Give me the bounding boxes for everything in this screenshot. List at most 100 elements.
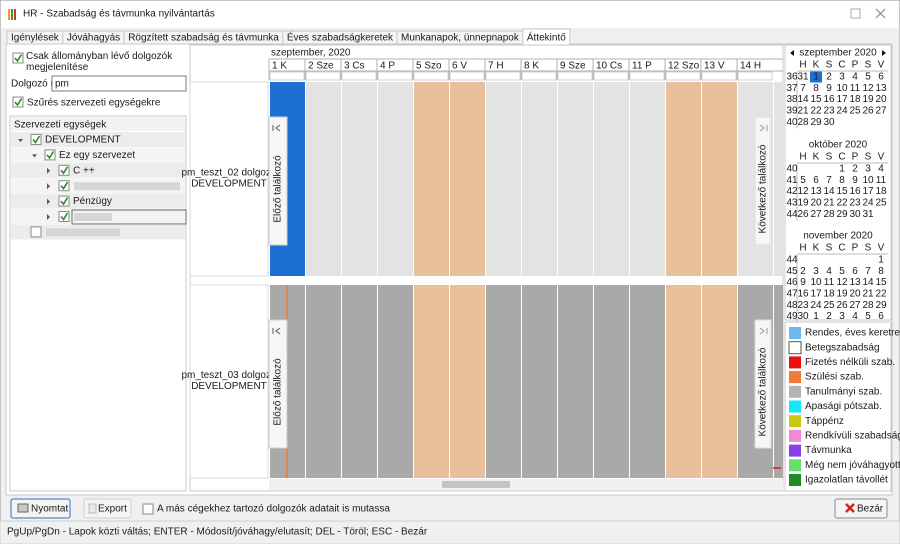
calendar-day[interactable]: 6 xyxy=(878,311,884,322)
checkbox[interactable] xyxy=(58,164,70,176)
calendar-day[interactable]: 14 xyxy=(862,277,874,288)
checkbox[interactable] xyxy=(12,96,24,108)
calendar-day[interactable]: 23 xyxy=(849,198,861,209)
close-window-button[interactable] xyxy=(875,8,886,19)
calendar-day[interactable]: 29 xyxy=(836,209,848,220)
calendar-day[interactable]: 5 xyxy=(800,175,806,186)
calendar-day[interactable]: 9 xyxy=(826,83,832,94)
calendar-day[interactable]: 15 xyxy=(836,186,848,197)
calendar-day[interactable]: 26 xyxy=(862,106,874,117)
calendar-day[interactable]: 10 xyxy=(836,83,848,94)
calendar-day[interactable]: 8 xyxy=(813,83,819,94)
calendar-day[interactable]: 20 xyxy=(849,289,861,300)
calendar-day[interactable]: 13 xyxy=(849,277,861,288)
calendar-day[interactable]: 18 xyxy=(875,186,887,197)
calendar-day[interactable]: 8 xyxy=(878,266,884,277)
calendar-day[interactable]: 24 xyxy=(836,106,848,117)
calendar-day[interactable]: 22 xyxy=(810,106,822,117)
calendar-day[interactable]: 6 xyxy=(878,72,884,83)
calendar-day[interactable]: 21 xyxy=(862,289,874,300)
name-input[interactable] xyxy=(51,75,187,92)
calendar-day[interactable]: 27 xyxy=(810,209,822,220)
close-button[interactable] xyxy=(834,498,888,519)
calendar-day[interactable]: 28 xyxy=(823,209,835,220)
prev-meeting-tab[interactable] xyxy=(268,319,288,449)
calendar-day[interactable]: 4 xyxy=(852,311,858,322)
calendar-day[interactable]: 25 xyxy=(875,198,887,209)
calendar-day[interactable]: 13 xyxy=(810,186,822,197)
calendar-day[interactable]: 4 xyxy=(826,266,832,277)
tree-expander[interactable] xyxy=(47,183,50,190)
tree-expander[interactable] xyxy=(32,154,37,158)
calendar-day[interactable]: 2 xyxy=(852,164,858,175)
h-scrollbar[interactable] xyxy=(269,479,783,490)
calendar-day[interactable]: 30 xyxy=(849,209,861,220)
calendar-day[interactable]: 13 xyxy=(875,83,887,94)
calendar-day[interactable]: 30 xyxy=(823,117,835,128)
next-meeting-tab[interactable] xyxy=(754,319,772,449)
calendar-day[interactable]: 1 xyxy=(813,311,819,322)
calendar-day[interactable]: 14 xyxy=(797,94,809,105)
calendar-day[interactable]: 24 xyxy=(810,300,822,311)
calendar-day[interactable]: 12 xyxy=(862,83,874,94)
checkbox[interactable] xyxy=(44,149,56,161)
calendar-day[interactable]: 24 xyxy=(862,198,874,209)
calendar-day[interactable]: 1 xyxy=(878,255,884,266)
next-month[interactable] xyxy=(882,50,886,56)
selected-day[interactable] xyxy=(810,71,822,83)
calendar-day[interactable]: 4 xyxy=(852,72,858,83)
calendar-day[interactable]: 29 xyxy=(810,117,822,128)
calendar-day[interactable]: 3 xyxy=(839,72,845,83)
calendar-day[interactable]: 22 xyxy=(875,289,887,300)
next-meeting-tab[interactable] xyxy=(754,116,772,246)
calendar-day[interactable]: 21 xyxy=(797,106,809,117)
calendar-day[interactable]: 19 xyxy=(836,289,848,300)
checkbox[interactable] xyxy=(58,180,70,192)
calendar-day[interactable]: 7 xyxy=(865,266,871,277)
calendar-day[interactable]: 26 xyxy=(797,209,809,220)
calendar-day[interactable]: 30 xyxy=(797,311,809,322)
checkbox[interactable] xyxy=(58,195,70,207)
checkbox[interactable] xyxy=(58,211,70,222)
calendar-day[interactable]: 2 xyxy=(800,266,806,277)
calendar-day[interactable]: 5 xyxy=(839,266,845,277)
calendar-day[interactable]: 28 xyxy=(797,117,809,128)
calendar-day[interactable]: 15 xyxy=(875,277,887,288)
calendar-day[interactable]: 25 xyxy=(823,300,835,311)
calendar-day[interactable]: 1 xyxy=(813,72,819,83)
calendar-day[interactable]: 12 xyxy=(797,186,809,197)
calendar-day[interactable]: 20 xyxy=(810,198,822,209)
calendar-day[interactable]: 9 xyxy=(800,277,806,288)
tree-expander[interactable] xyxy=(18,139,23,142)
calendar-day[interactable]: 6 xyxy=(813,175,819,186)
prev-meeting-tab[interactable] xyxy=(268,116,288,246)
maximize-button[interactable] xyxy=(850,8,861,19)
calendar-day[interactable]: 11 xyxy=(824,277,835,288)
calendar-day[interactable]: 18 xyxy=(823,289,835,300)
calendar-day[interactable]: 1 xyxy=(839,164,845,175)
calendar-day[interactable]: 9 xyxy=(852,175,858,186)
tree-expander[interactable] xyxy=(47,198,50,205)
calendar-day[interactable]: 31 xyxy=(797,72,809,83)
calendar-day[interactable]: 2 xyxy=(826,72,832,83)
calendar-day[interactable]: 4 xyxy=(878,164,884,175)
calendar-day[interactable]: 11 xyxy=(876,175,887,186)
tree-expander[interactable] xyxy=(47,214,50,220)
checkbox[interactable] xyxy=(30,226,42,238)
calendar-day[interactable]: 23 xyxy=(797,300,809,311)
calendar-day[interactable]: 17 xyxy=(836,94,848,105)
calendar-day[interactable]: 31 xyxy=(862,209,874,220)
calendar-day[interactable]: 15 xyxy=(810,94,822,105)
calendar-day[interactable]: 3 xyxy=(865,164,871,175)
checkbox[interactable] xyxy=(142,503,154,515)
calendar-day[interactable]: 5 xyxy=(865,311,871,322)
calendar-day[interactable]: 23 xyxy=(823,106,835,117)
calendar-day[interactable]: 10 xyxy=(862,175,874,186)
calendar-day[interactable]: 26 xyxy=(836,300,848,311)
tree-expander[interactable] xyxy=(47,167,50,174)
calendar-day[interactable]: 16 xyxy=(823,94,835,105)
prev-month[interactable] xyxy=(790,50,794,56)
calendar-day[interactable]: 12 xyxy=(836,277,848,288)
calendar-day[interactable]: 25 xyxy=(849,106,861,117)
calendar-day[interactable]: 16 xyxy=(849,186,861,197)
